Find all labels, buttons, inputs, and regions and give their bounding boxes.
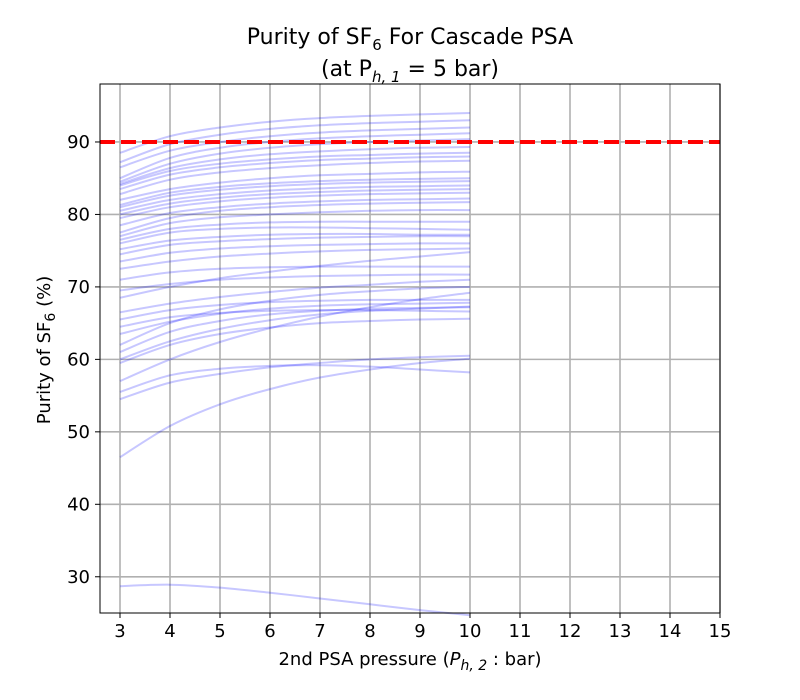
x-tick-label: 13 bbox=[609, 621, 632, 642]
x-tick-label: 14 bbox=[659, 621, 682, 642]
series-line bbox=[119, 180, 471, 209]
series-line bbox=[119, 306, 471, 354]
x-tick-label: 4 bbox=[164, 621, 175, 642]
series-line bbox=[119, 285, 471, 346]
series-line bbox=[119, 242, 471, 263]
series-line bbox=[119, 251, 471, 299]
y-tick-label: 70 bbox=[67, 277, 90, 298]
series-line bbox=[119, 301, 471, 335]
series-line bbox=[119, 201, 471, 234]
series-line bbox=[119, 146, 471, 185]
series-line bbox=[119, 170, 471, 201]
x-tick-label: 5 bbox=[214, 621, 225, 642]
plot-frame bbox=[99, 83, 721, 614]
x-tick-label: 9 bbox=[414, 621, 425, 642]
series-line bbox=[119, 354, 471, 401]
series-line bbox=[119, 298, 470, 321]
series-line bbox=[119, 159, 471, 196]
x-tick-label: 3 bbox=[114, 621, 125, 642]
series-line bbox=[119, 235, 471, 256]
x-tick-label: 15 bbox=[709, 621, 732, 642]
y-tick-label: 50 bbox=[67, 422, 90, 443]
series-line bbox=[119, 226, 471, 245]
series-line bbox=[119, 357, 471, 459]
series-line bbox=[119, 151, 471, 187]
series-line bbox=[119, 309, 471, 328]
y-tick-label: 60 bbox=[67, 349, 90, 370]
series-line bbox=[119, 112, 471, 154]
series-line bbox=[119, 364, 471, 393]
series-line bbox=[119, 247, 471, 270]
series-line bbox=[119, 188, 471, 216]
y-axis-label: Purity of SF6 (%) bbox=[34, 276, 59, 424]
x-tick-label: 8 bbox=[364, 621, 375, 642]
y-tick-label: 90 bbox=[67, 132, 90, 153]
x-tick-label: 11 bbox=[509, 621, 532, 642]
series-line bbox=[119, 155, 471, 191]
tick-layer: 3 4 5 6 7 8 9 10 11 12 13 14 15 30 40 50 60 70 80 90 bbox=[67, 132, 731, 642]
series-line bbox=[119, 305, 471, 361]
series-line bbox=[119, 184, 471, 212]
series-line bbox=[119, 197, 471, 227]
x-tick-label: 12 bbox=[559, 621, 582, 642]
chart-title-line1: Purity of SF6 For Cascade PSA bbox=[247, 25, 573, 54]
x-tick-label: 7 bbox=[314, 621, 325, 642]
series-line bbox=[119, 583, 471, 617]
series-line bbox=[119, 232, 471, 251]
series-line bbox=[119, 278, 471, 314]
series-line bbox=[119, 273, 471, 292]
x-tick-label: 6 bbox=[264, 621, 275, 642]
series-line bbox=[119, 291, 471, 383]
series-line bbox=[119, 191, 471, 220]
y-tick-label: 30 bbox=[67, 567, 90, 588]
series-line bbox=[119, 265, 470, 281]
series-layer bbox=[119, 112, 471, 617]
y-tick-label: 40 bbox=[67, 494, 90, 515]
y-tick-label: 80 bbox=[67, 204, 90, 225]
x-tick-label: 10 bbox=[459, 621, 482, 642]
series-line bbox=[119, 126, 471, 169]
series-line bbox=[119, 209, 471, 238]
x-axis-label: 2nd PSA pressure (Ph, 2 : bar) bbox=[278, 649, 541, 674]
chart-title-line2: (at Ph, 1 = 5 bar) bbox=[321, 57, 499, 86]
series-line bbox=[119, 132, 471, 180]
series-line bbox=[119, 177, 471, 206]
series-line bbox=[119, 317, 471, 364]
series-line bbox=[119, 220, 470, 241]
